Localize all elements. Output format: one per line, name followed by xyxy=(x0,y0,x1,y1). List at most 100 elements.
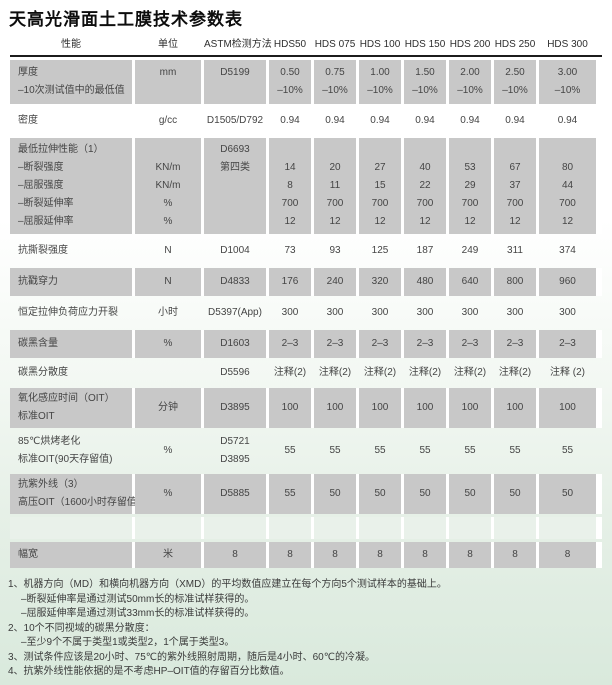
cell-line xyxy=(359,519,401,537)
cell-line: 55 xyxy=(329,445,341,456)
cell-line: D5596 xyxy=(220,367,250,378)
cell-line: 2–3 xyxy=(506,338,524,349)
cell-line: 0.94 xyxy=(557,115,578,126)
value-cell: 240 xyxy=(314,268,356,296)
value-cell: 960 xyxy=(539,268,596,296)
property-cell: 氧化感应时间（OIT） 标准OIT xyxy=(10,388,132,428)
cell-line: 50 xyxy=(509,488,521,499)
value-cell: 300 xyxy=(314,299,356,327)
cell-line: 300 xyxy=(281,307,299,318)
cell-line: 碳黑含量 xyxy=(18,338,58,349)
cell-line: 55 xyxy=(419,445,431,456)
cell-line: 抗戳穿力 xyxy=(18,276,58,287)
cell-line: 300 xyxy=(371,307,389,318)
cell-line: D5721 xyxy=(220,436,250,447)
value-cell: 8 xyxy=(314,542,356,568)
cell-line: 240 xyxy=(326,276,344,287)
table-row: 厚度 –10次测试值中的最低值 mm D5199 0.50 –10% 0.75 –10% 1.0… xyxy=(10,60,602,104)
table-row: 密度 g/cc D1505/D792 0.94 0.94 0.94 0.94 0.94 0.94… xyxy=(10,107,602,135)
value-cell: 2–3 xyxy=(359,330,401,358)
cell-line: 8 xyxy=(332,549,338,560)
cell-line: 100 xyxy=(281,402,299,413)
cell-line: 480 xyxy=(416,276,434,287)
value-cell: 0.94 xyxy=(359,107,401,135)
cell-line: –断裂强度 xyxy=(18,162,64,173)
cell-line: 2–3 xyxy=(559,338,576,349)
value-cell: 8 xyxy=(494,542,536,568)
value-cell xyxy=(314,517,356,539)
cell-line: 0.94 xyxy=(280,115,300,126)
value-cell: 小时 xyxy=(135,299,201,327)
cell-line xyxy=(539,519,596,537)
cell-line: 80 xyxy=(561,162,574,173)
value-cell: 300 xyxy=(269,299,311,327)
cell-line: 2–3 xyxy=(416,338,434,349)
value-cell: 8 xyxy=(404,542,446,568)
table-row: 最低拉伸性能（1） –断裂强度 –屈服强度 –断裂延伸率 –屈服延伸率 KN/m KN/m%… xyxy=(10,138,602,234)
value-cell xyxy=(494,517,536,539)
table-row: 氧化感应时间（OIT） 标准OIT 分钟 D3895 100 100 100 100 100 10… xyxy=(10,388,602,428)
cell-line xyxy=(494,141,536,159)
value-cell: 50 xyxy=(494,474,536,514)
value-cell: 55 xyxy=(539,431,596,471)
cell-line: 注释 (2) xyxy=(550,367,585,378)
value-cell: D6693 第四类 xyxy=(204,138,266,234)
value-cell: 8 xyxy=(204,542,266,568)
value-cell: D5199 xyxy=(204,60,266,104)
table-row: 碳黑分散度 D5596 注释(2) 注释(2) 注释(2) 注释(2) 注释(2) 注释(2)… xyxy=(10,361,602,385)
cell-line: 700 xyxy=(416,198,434,209)
cell-line: D1505/D792 xyxy=(206,115,264,126)
column-header: ASTM检测方法 xyxy=(204,39,272,50)
cell-line xyxy=(269,141,311,159)
value-cell: 注释(2) xyxy=(449,361,491,385)
value-cell xyxy=(269,517,311,539)
cell-line: 640 xyxy=(461,276,479,287)
column-header: HDS 200 xyxy=(449,39,491,50)
table-row: 恒定拉伸负荷应力开裂 小时 D5397(App) 300 300 300 300 300 300… xyxy=(10,299,602,327)
cell-line: 27 xyxy=(374,162,386,173)
value-cell: 1.00 –10% xyxy=(359,60,401,104)
cell-line: 374 xyxy=(559,245,576,256)
cell-line: 8 xyxy=(287,180,293,191)
cell-line: 0.94 xyxy=(415,115,435,126)
cell-line: –10次测试值中的最低值 xyxy=(18,85,125,96)
cell-line: 700 xyxy=(506,198,524,209)
footnote-line: –断裂延伸率是通过测试50mm长的标准试样获得的。 xyxy=(21,593,255,605)
cell-line: 55 xyxy=(374,445,386,456)
cell-line: 300 xyxy=(416,307,434,318)
cell-line xyxy=(135,364,201,382)
cell-line: 8 xyxy=(377,549,383,560)
cell-line: 0.94 xyxy=(460,115,480,126)
header-row: 性能 单位 ASTM检测方法 HDS50 HDS 075 HDS 100 HDS 150 HD… xyxy=(10,38,602,55)
cell-line: 标准OIT xyxy=(18,411,55,422)
cell-line: 55 xyxy=(561,445,574,456)
cell-line: 50 xyxy=(419,488,431,499)
cell-line xyxy=(404,519,446,537)
cell-line: 高压OIT（1600小时存留值）(4) xyxy=(18,497,160,508)
cell-line: 小时 xyxy=(158,307,178,318)
value-cell: % xyxy=(135,330,201,358)
cell-line: 最低拉伸性能（1） xyxy=(18,144,104,155)
cell-line: 1.50 xyxy=(415,67,435,78)
cell-line xyxy=(269,519,311,537)
cell-line: 0.75 xyxy=(325,67,345,78)
cell-line: 700 xyxy=(559,198,576,209)
cell-line: 注释(2) xyxy=(273,367,307,378)
cell-line xyxy=(204,177,266,195)
property-cell: 抗戳穿力 xyxy=(10,268,132,296)
cell-line: 14 xyxy=(284,162,296,173)
cell-line: 0.94 xyxy=(325,115,345,126)
value-cell xyxy=(359,517,401,539)
property-cell: 最低拉伸性能（1） –断裂强度 –屈服强度 –断裂延伸率 –屈服延伸率 xyxy=(10,138,132,234)
cell-line: 幅宽 xyxy=(18,549,38,560)
cell-line xyxy=(204,213,266,231)
cell-line: D3895 xyxy=(220,402,250,413)
value-cell: 73 xyxy=(269,237,311,265)
value-cell: 注释(2) xyxy=(494,361,536,385)
value-cell: D5885 xyxy=(204,474,266,514)
value-cell: 55 xyxy=(449,431,491,471)
cell-line: 50 xyxy=(561,488,574,499)
value-cell: 55 xyxy=(314,431,356,471)
value-cell: 67 37 700 12 xyxy=(494,138,536,234)
column-header: 单位 xyxy=(158,39,178,50)
